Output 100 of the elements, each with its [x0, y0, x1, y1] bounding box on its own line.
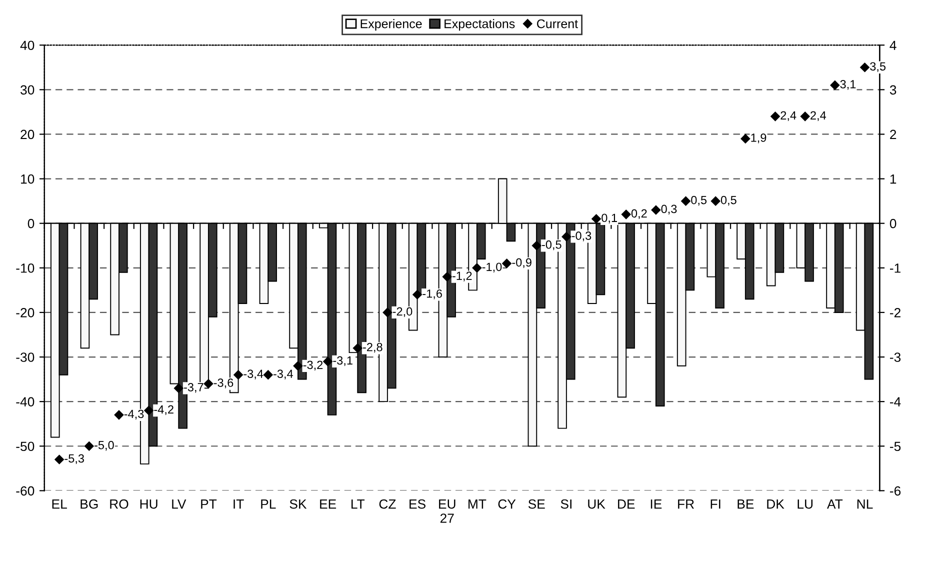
data-label: 3,1 [840, 80, 856, 90]
y2-tick-label: -6 [890, 486, 901, 496]
data-label: 0,3 [661, 204, 677, 215]
point [84, 442, 94, 451]
y2-tick-label: -3 [890, 352, 901, 362]
data-label: 2,4 [780, 111, 796, 121]
data-label: -3,2 [303, 360, 323, 370]
point [562, 232, 572, 242]
x-tick-label: LV [172, 500, 186, 509]
y-tick-label: -10 [16, 263, 34, 273]
point [293, 361, 303, 371]
y2-tick-label: 1 [890, 174, 896, 184]
y-tick-label: -50 [16, 442, 34, 452]
data-label: -1,2 [452, 272, 472, 282]
data-label: -1,0 [482, 262, 502, 272]
x-tick-label: EU 27 [439, 500, 456, 523]
x-tick-label: EL [52, 500, 67, 509]
legend-label: Experience [360, 19, 422, 31]
point [472, 263, 482, 273]
x-tick-label: FR [678, 500, 694, 509]
x-tick-label: PL [261, 500, 276, 509]
data-label: 2,4 [810, 111, 826, 121]
data-label: -0,3 [572, 232, 592, 242]
point [323, 356, 332, 366]
point [830, 80, 840, 90]
data-label: -3,4 [244, 370, 264, 380]
point [353, 343, 362, 353]
point [54, 454, 64, 464]
data-label: -2,8 [363, 342, 382, 353]
point [532, 241, 542, 250]
x-tick-label: CY [498, 499, 516, 509]
data-label: -4,3 [124, 410, 144, 420]
data-label: -4,2 [154, 405, 174, 416]
data-label: 1,9 [751, 133, 766, 144]
point [234, 370, 243, 380]
point [710, 196, 720, 206]
y2-tick-label: 0 [890, 218, 896, 228]
x-tick-label: ES [410, 499, 426, 509]
y2-tick-label: -4 [890, 397, 901, 406]
y2-tick-label: 4 [890, 40, 896, 50]
data-label: -5,3 [64, 454, 84, 464]
y-tick-label: 20 [20, 130, 34, 140]
x-tick-label: DK [767, 500, 784, 509]
point [800, 112, 810, 122]
y2-tick-label: 2 [890, 130, 896, 140]
y2-tick-label: -1 [890, 264, 900, 273]
x-tick-label: NL [857, 500, 873, 509]
point [264, 370, 273, 380]
data-label: 3,5 [870, 62, 886, 72]
y-tick-label: 10 [21, 174, 34, 184]
data-label: -0,5 [542, 240, 562, 250]
data-label: -0,9 [512, 258, 532, 268]
x-tick-label: EE [320, 500, 336, 509]
point [144, 406, 154, 416]
y-tick-label: 0 [28, 218, 34, 228]
x-tick-label: UK [588, 500, 606, 509]
x-tick-label: IT [234, 500, 244, 509]
y-tick-label: 40 [20, 40, 34, 50]
data-label: -2,0 [392, 307, 412, 318]
point [770, 112, 780, 122]
x-tick-label: CZ [379, 499, 396, 509]
point [412, 290, 422, 300]
x-tick-label: FI [710, 500, 720, 509]
data-label: 0,1 [602, 214, 617, 224]
data-label: 0,2 [631, 209, 647, 219]
point [442, 272, 452, 282]
point [502, 258, 512, 268]
point [174, 384, 184, 393]
y2-tick-label: 3 [890, 85, 896, 95]
data-label: -3,4 [274, 370, 293, 380]
x-tick-label: AT [827, 500, 843, 509]
data-label: -3,6 [214, 378, 234, 388]
x-tick-label: MT [468, 500, 486, 509]
x-tick-label: BE [738, 500, 754, 509]
point [592, 214, 601, 224]
point [114, 410, 124, 420]
point [651, 205, 661, 215]
data-label: -5,0 [94, 440, 114, 451]
y2-tick-label: -5 [890, 442, 901, 452]
x-tick-label: SE [528, 499, 545, 509]
x-tick-label: SI [560, 499, 572, 509]
data-label: 0,5 [691, 196, 707, 206]
data-label: -3,7 [184, 383, 204, 393]
legend-label: Expectations [444, 19, 515, 31]
y2-tick-label: -2 [890, 308, 900, 318]
y-tick-label: -40 [16, 397, 34, 406]
point [860, 62, 870, 72]
data-label: -3,1 [333, 356, 352, 366]
point [382, 308, 392, 318]
y-tick-label: -30 [16, 352, 34, 362]
x-tick-label: IE [650, 500, 662, 509]
y-tick-label: -20 [16, 308, 34, 318]
x-tick-label: LU [798, 500, 813, 509]
x-tick-label: RO [110, 499, 128, 509]
point [740, 134, 750, 144]
data-label: -1,6 [422, 289, 442, 300]
x-tick-label: PT [201, 500, 217, 509]
data-label: 0,5 [720, 196, 736, 206]
point [204, 379, 214, 388]
y-tick-label: -60 [16, 486, 34, 496]
